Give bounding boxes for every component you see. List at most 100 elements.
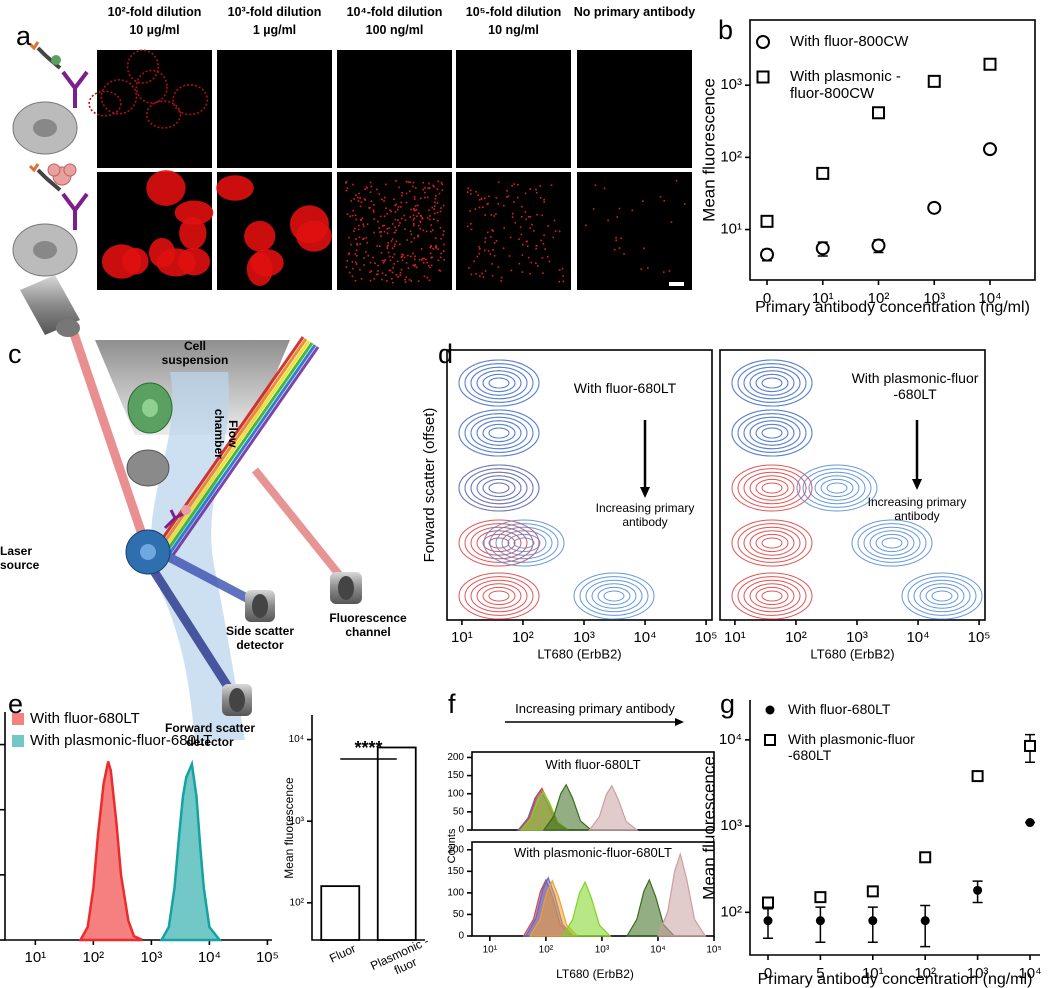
stain-dot (430, 264, 433, 267)
stain-dot (443, 258, 446, 261)
stain-dot (493, 254, 496, 257)
stain-dot (419, 220, 421, 223)
stained-cell (289, 205, 329, 244)
stain-dot (402, 253, 404, 256)
stain-dot (492, 230, 495, 232)
stain-dot (407, 254, 409, 257)
stain-dot (385, 183, 387, 186)
stain-dot (536, 265, 539, 267)
stain-dot (414, 205, 417, 207)
diagram-label: Cell suspension (161, 339, 229, 367)
x-tick-label: 10² (914, 965, 936, 982)
stain-dot (539, 185, 542, 187)
y-tick-label: 0 (458, 931, 464, 942)
stain-dot (413, 198, 416, 200)
contour-line (869, 530, 915, 556)
stain-dot (478, 199, 481, 201)
stain-dot (406, 239, 409, 241)
stain-dot (476, 255, 479, 258)
stain-dot (376, 188, 378, 191)
marker (927, 74, 941, 88)
stain-dot (417, 212, 420, 215)
stain-dot (404, 278, 406, 281)
stain-dot (436, 211, 439, 214)
contour-group (731, 409, 813, 457)
stain-dot (370, 270, 373, 272)
stain-dot (492, 249, 494, 251)
stain-dot (434, 197, 437, 200)
stain-dot (389, 209, 391, 211)
stain-dot (421, 259, 423, 261)
stain-dot (683, 203, 686, 205)
y-tick-label: 0 (458, 825, 464, 836)
stain-dot (442, 230, 445, 232)
stain-dot (615, 236, 617, 239)
stain-dot (510, 269, 513, 272)
y-tick-label: 10² (290, 897, 305, 908)
stain-dot (548, 260, 551, 263)
contour-line (513, 537, 535, 549)
x-axis-title: Primary antibody concentration (ng/ml) (755, 299, 1030, 316)
stain-dot (372, 204, 375, 206)
stain-dot (535, 247, 537, 250)
marker (760, 214, 774, 228)
stain-dot (351, 260, 354, 263)
stain-dot (483, 197, 486, 199)
stain-dot (509, 236, 512, 239)
stain-dot (663, 199, 666, 202)
contour-line (458, 409, 540, 457)
marker (1025, 818, 1035, 828)
contour-group (731, 359, 813, 407)
cell-outline (172, 84, 209, 116)
contour-group (731, 519, 933, 567)
plot-frame (719, 349, 986, 621)
x-axis-title: LT680 (ErbB2) (810, 646, 894, 661)
stain-dot (368, 207, 370, 209)
contour-group (458, 572, 655, 620)
stain-dot (422, 188, 425, 191)
contour-line (737, 523, 807, 563)
stain-dot (396, 208, 399, 211)
stain-dot (383, 200, 385, 202)
stain-dot (530, 261, 533, 264)
stain-dot (613, 248, 616, 251)
stain-dot (495, 213, 497, 215)
marker (815, 916, 825, 926)
stain-dot (394, 243, 396, 246)
column-header: 10⁵-fold dilution (465, 5, 562, 19)
contour-line (743, 526, 801, 560)
stain-dot (615, 239, 618, 242)
contour-line (489, 523, 559, 563)
stained-cell (146, 170, 186, 206)
contour-line (863, 526, 921, 560)
stain-dot (478, 252, 480, 255)
stain-dot (478, 206, 481, 209)
stain-dot (419, 227, 421, 230)
y-axis-title: Mean fluorescence (699, 756, 718, 900)
contour-line (470, 579, 528, 613)
plot-title: With plasmonic-fluor -680LT (851, 370, 979, 403)
x-tick-label: 10¹ (812, 290, 834, 307)
y-axis-title: Forward scatter (offset) (421, 408, 438, 563)
stain-dot (543, 234, 545, 236)
y-tick-label: 100 (447, 888, 464, 899)
stain-dot (410, 208, 412, 211)
marker (868, 916, 878, 926)
stain-dot (407, 181, 410, 183)
stain-dot (354, 261, 357, 264)
contour-line (470, 366, 528, 400)
marker (1024, 739, 1036, 752)
stain-dot (365, 251, 367, 253)
y-axis-title: Mean fluorescence (699, 78, 718, 222)
contour-group (458, 359, 540, 407)
stain-dot (347, 253, 350, 256)
arrow-head (912, 479, 922, 490)
marker (814, 891, 827, 904)
stain-dot (362, 225, 365, 228)
stain-dot (362, 238, 364, 241)
stain-dot (500, 276, 503, 279)
stain-dot (409, 190, 411, 193)
stain-dot (535, 188, 537, 191)
stain-dot (437, 259, 440, 262)
marker (762, 896, 774, 909)
